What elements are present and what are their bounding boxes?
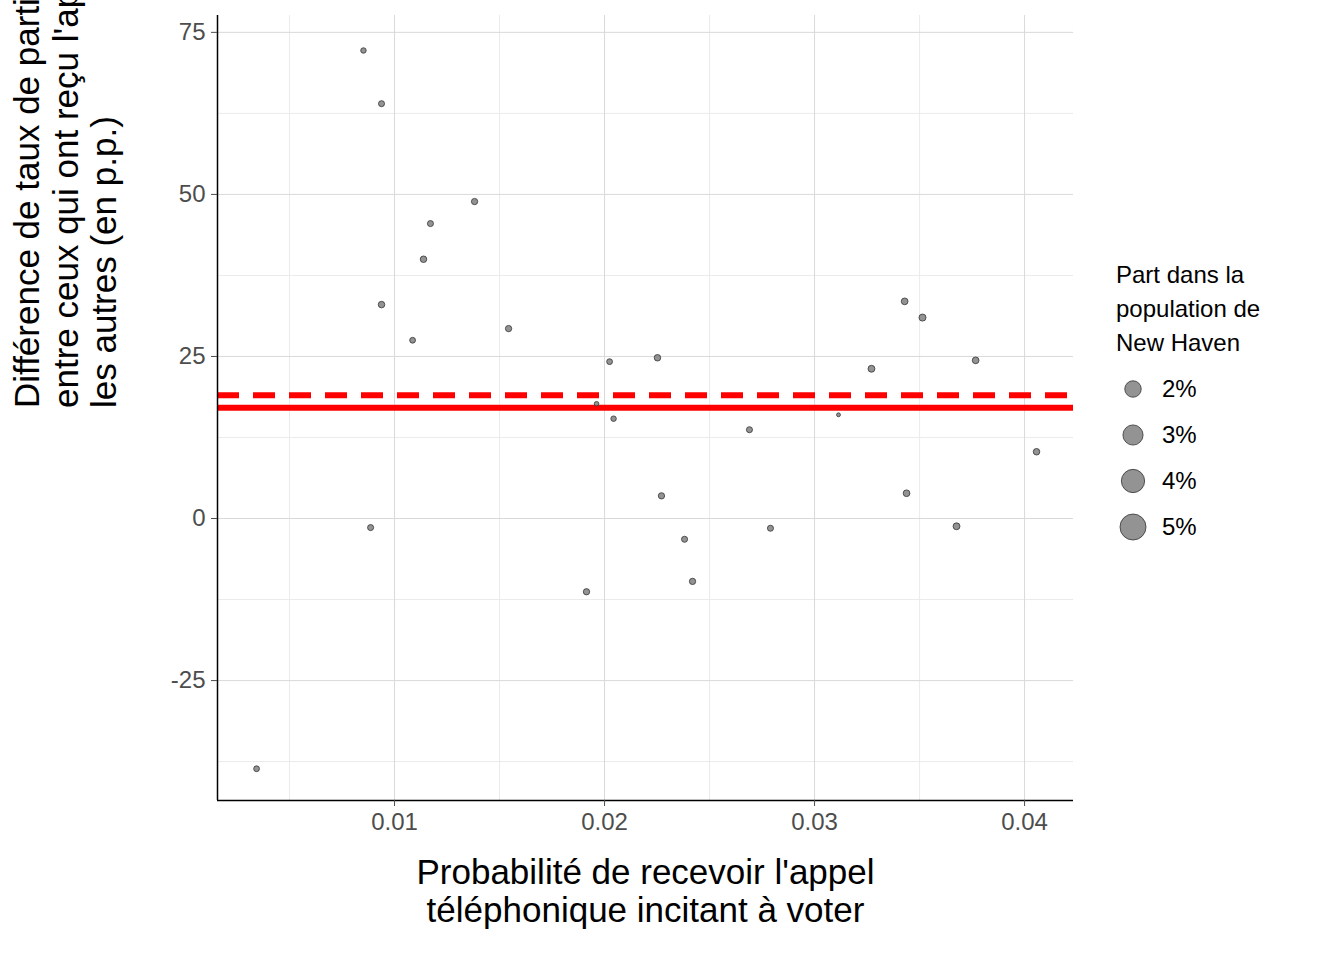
- svg-text:0.04: 0.04: [1001, 808, 1048, 835]
- svg-text:Probabilité de recevoir l'appe: Probabilité de recevoir l'appeltéléphoni…: [416, 852, 874, 930]
- svg-text:-25: -25: [171, 666, 206, 693]
- svg-text:0: 0: [192, 504, 205, 531]
- html-text:4%: 4%: [1162, 467, 1197, 494]
- html-text:2%: 2%: [1162, 375, 1197, 402]
- svg-text:50: 50: [179, 180, 206, 207]
- svg-text:0.02: 0.02: [581, 808, 628, 835]
- html-text:Part dans la population de New: Part dans la population de New Haven: [1116, 261, 1261, 356]
- svg-text:0.01: 0.01: [371, 808, 418, 835]
- svg-text:25: 25: [179, 342, 206, 369]
- svg-text:75: 75: [179, 18, 206, 45]
- html-text:3%: 3%: [1162, 421, 1197, 448]
- svg-text:Différence de taux de particip: Différence de taux de participationentre…: [7, 0, 123, 408]
- html-text:5%: 5%: [1162, 513, 1197, 540]
- svg-text:0.03: 0.03: [791, 808, 838, 835]
